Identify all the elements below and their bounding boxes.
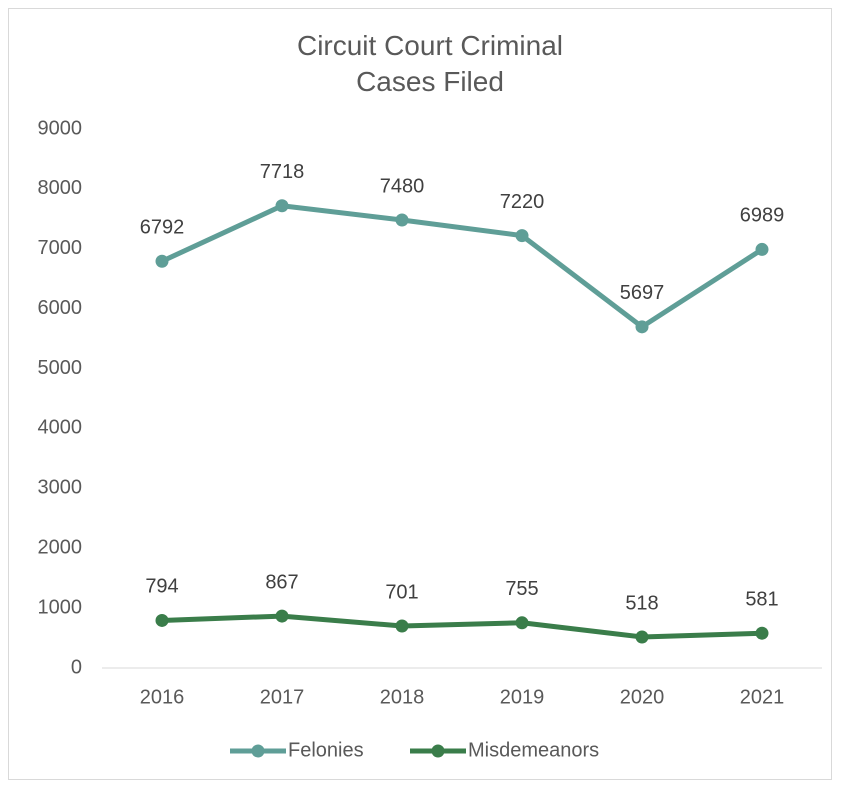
chart-title: Circuit Court Criminal Cases Filed <box>296 30 564 97</box>
data-point <box>515 616 529 630</box>
data-label: 5697 <box>620 282 665 304</box>
data-point <box>155 613 169 627</box>
data-label: 6989 <box>740 205 785 227</box>
data-point <box>155 254 169 268</box>
y-tick-label: 2000 <box>38 537 83 559</box>
y-tick-label: 9000 <box>38 117 83 139</box>
x-tick-label: 2019 <box>500 686 545 708</box>
series-line <box>160 203 764 330</box>
data-label: 7480 <box>380 175 425 197</box>
y-tick-label: 0 <box>71 656 82 678</box>
data-label: 581 <box>745 588 778 610</box>
data-label: 701 <box>385 581 418 603</box>
data-point <box>635 630 649 644</box>
data-point <box>395 619 409 633</box>
x-tick-label: 2018 <box>380 686 425 708</box>
data-point <box>275 609 289 623</box>
data-label: 867 <box>265 571 298 593</box>
data-point <box>275 199 289 213</box>
legend-marker <box>251 744 265 758</box>
data-label: 7718 <box>260 161 305 183</box>
y-tick-label: 5000 <box>38 357 83 379</box>
data-point <box>755 242 769 256</box>
x-tick-label: 2016 <box>140 686 185 708</box>
x-tick-label: 2020 <box>620 686 665 708</box>
x-tick-label: 2017 <box>260 686 305 708</box>
legend-label: Misdemeanors <box>468 739 599 761</box>
data-point <box>515 229 529 243</box>
y-tick-label: 1000 <box>38 596 83 618</box>
chart-frame <box>8 8 832 780</box>
y-tick-label: 7000 <box>38 237 83 259</box>
data-label: 518 <box>625 592 658 614</box>
data-point <box>635 320 649 334</box>
data-label: 794 <box>145 576 178 598</box>
series-line <box>161 613 763 640</box>
data-label: 7220 <box>500 191 545 213</box>
y-tick-label: 3000 <box>38 477 83 499</box>
legend-marker <box>431 744 445 758</box>
y-tick-label: 6000 <box>38 297 83 319</box>
y-tick-label: 4000 <box>38 417 83 439</box>
data-label: 6792 <box>140 217 185 239</box>
data-point <box>755 626 769 640</box>
y-tick-label: 8000 <box>38 177 83 199</box>
legend-label: Felonies <box>288 739 364 761</box>
x-tick-label: 2021 <box>740 686 785 708</box>
data-point <box>395 213 409 227</box>
data-label: 755 <box>505 578 538 600</box>
